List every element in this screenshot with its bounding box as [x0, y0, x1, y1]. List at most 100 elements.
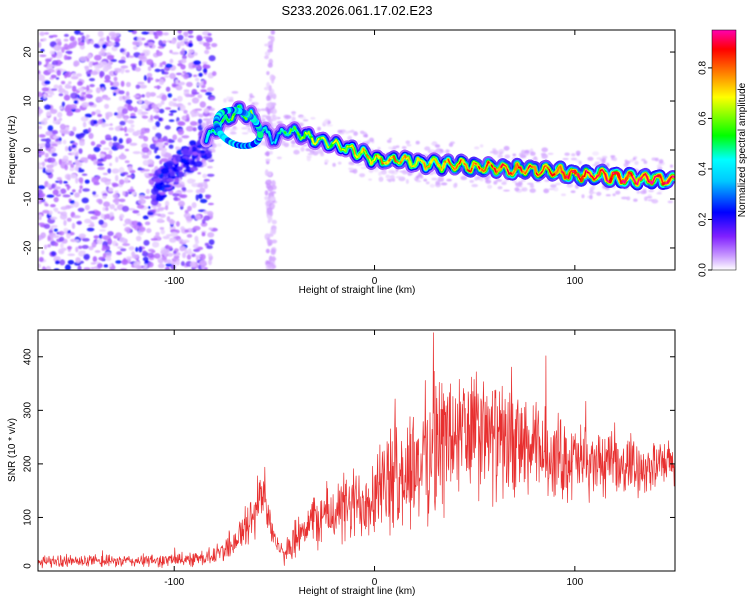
noise-blob	[267, 179, 272, 184]
noise-blob	[184, 229, 189, 233]
noise-blob	[88, 127, 92, 133]
noise-blob	[177, 137, 183, 143]
noise-blob	[128, 106, 134, 112]
noise-blob	[131, 251, 136, 257]
noise-blob	[268, 91, 274, 96]
noise-blob	[104, 251, 112, 258]
noise-blob	[171, 38, 177, 45]
noise-blob	[515, 182, 522, 187]
noise-blob	[503, 189, 510, 192]
noise-blob	[138, 60, 143, 67]
noise-blob	[493, 180, 498, 183]
noise-blob	[543, 188, 550, 194]
noise-blob	[98, 198, 103, 205]
noise-blob	[141, 115, 149, 119]
noise-blob	[79, 185, 83, 190]
noise-blob	[415, 175, 419, 179]
noise-blob	[137, 56, 146, 60]
noise-blob	[149, 92, 156, 97]
noise-blob	[81, 102, 90, 108]
noise-blob	[555, 182, 562, 186]
noise-blob	[78, 37, 81, 44]
noise-blob	[119, 237, 126, 243]
noise-blob	[63, 181, 68, 184]
noise-blob	[38, 263, 41, 269]
noise-blob	[274, 116, 279, 119]
noise-blob	[171, 52, 180, 55]
noise-blob	[168, 138, 173, 143]
noise-blob	[73, 61, 79, 67]
noise-blob	[45, 131, 53, 136]
noise-blob	[101, 87, 105, 93]
noise-blob	[136, 130, 142, 133]
noise-blob	[49, 50, 55, 55]
noise-blob	[105, 213, 110, 220]
noise-blob	[118, 90, 125, 95]
noise-blob	[143, 75, 147, 81]
noise-blob	[191, 159, 196, 166]
noise-blob	[479, 144, 484, 148]
noise-blob	[40, 48, 45, 52]
noise-blob	[443, 150, 447, 153]
noise-blob	[169, 110, 177, 113]
noise-blob	[356, 163, 363, 166]
noise-blob	[153, 31, 157, 36]
noise-blob	[492, 150, 499, 155]
noise-blob	[160, 150, 166, 155]
noise-blob	[110, 36, 115, 40]
noise-blob	[49, 57, 53, 60]
noise-blob	[134, 265, 142, 269]
noise-blob	[471, 184, 479, 188]
noise-blob	[140, 127, 149, 134]
noise-blob	[69, 41, 77, 49]
noise-blob	[271, 219, 277, 225]
noise-blob	[127, 165, 133, 171]
noise-blob	[123, 223, 127, 227]
noise-blob	[127, 119, 135, 124]
noise-blob	[180, 58, 187, 64]
noise-blob	[172, 98, 177, 102]
noise-blob	[59, 123, 66, 130]
noise-blob	[89, 78, 95, 82]
noise-blob	[388, 146, 393, 150]
noise-blob	[94, 64, 102, 69]
noise-blob	[118, 215, 123, 220]
noise-blob	[153, 115, 160, 120]
noise-blob	[124, 126, 128, 133]
noise-blob	[94, 210, 101, 217]
noise-blob	[104, 80, 112, 83]
noise-blob	[102, 195, 107, 199]
noise-blob	[90, 267, 95, 270]
ridge-segment	[567, 171, 571, 179]
noise-blob	[562, 158, 569, 160]
noise-blob	[162, 135, 168, 142]
noise-blob	[160, 100, 165, 105]
noise-blob	[169, 72, 176, 80]
noise-blob	[540, 152, 547, 156]
noise-blob	[62, 139, 67, 145]
noise-blob	[159, 227, 165, 230]
noise-blob	[195, 82, 203, 87]
noise-blob	[190, 214, 196, 219]
noise-blob	[105, 207, 109, 211]
noise-blob	[360, 130, 365, 134]
noise-blob	[118, 166, 125, 174]
noise-blob	[178, 172, 185, 177]
noise-blob	[626, 196, 631, 201]
noise-blob	[103, 97, 111, 100]
noise-blob	[641, 158, 646, 162]
noise-blob	[144, 259, 149, 264]
noise-blob	[91, 177, 99, 184]
noise-blob	[119, 120, 126, 126]
noise-blob	[654, 157, 659, 162]
noise-blob	[177, 121, 186, 126]
noise-blob	[194, 77, 200, 82]
noise-blob	[53, 135, 60, 139]
noise-blob	[91, 241, 97, 248]
noise-blob	[132, 210, 140, 214]
noise-blob	[105, 245, 110, 251]
noise-blob	[203, 68, 208, 74]
noise-blob	[386, 139, 392, 143]
noise-blob	[199, 259, 207, 266]
noise-blob	[189, 166, 198, 172]
